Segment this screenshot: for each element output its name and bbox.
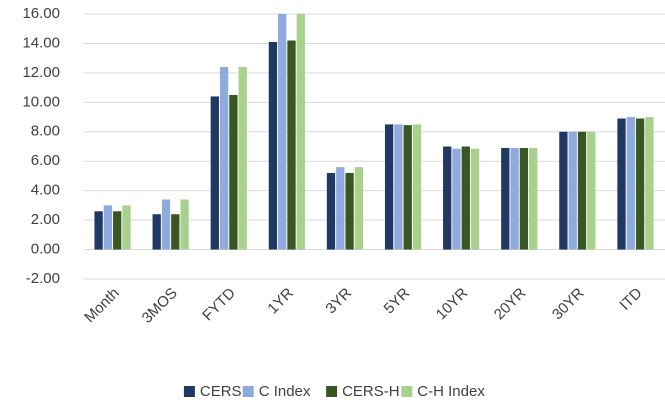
bar [345, 173, 354, 250]
bar [229, 94, 238, 250]
bar [152, 214, 161, 250]
bar [635, 118, 645, 250]
x-tick-label: FYTD [199, 285, 239, 325]
bar [626, 117, 635, 250]
bar [122, 205, 131, 250]
y-tick-label: 14.00 [22, 34, 60, 51]
y-tick-label: 2.00 [31, 211, 60, 228]
legend-label: C-H Index [417, 383, 485, 400]
bar [326, 173, 336, 250]
bar [94, 211, 103, 250]
bar [645, 117, 654, 250]
legend-label: CERS [200, 383, 242, 400]
bar [103, 205, 113, 250]
y-tick-label: 12.00 [22, 64, 60, 81]
bar [210, 96, 219, 250]
bar [219, 67, 229, 250]
bar [113, 211, 122, 250]
y-tick-label: 16.00 [22, 5, 60, 22]
bar [336, 167, 345, 250]
bar [587, 131, 596, 250]
bar [278, 14, 287, 250]
bar [519, 147, 529, 250]
x-tick-label: 1YR [264, 285, 297, 318]
bar [268, 41, 278, 250]
x-tick-label: 3MOS [139, 285, 181, 327]
x-tick-label: 30YR [549, 285, 588, 324]
legend-label: C Index [259, 383, 311, 400]
x-tick-label: ITD [616, 285, 645, 314]
bar [577, 131, 587, 250]
bar [384, 124, 394, 250]
bar [180, 199, 189, 250]
y-tick-label: 4.00 [31, 182, 60, 199]
bar [501, 147, 510, 250]
bar [617, 118, 626, 250]
bar [354, 167, 364, 250]
legend-swatch [326, 386, 338, 397]
bar [394, 124, 403, 250]
bar [452, 148, 461, 250]
legend-swatch [401, 386, 413, 397]
bar [461, 146, 470, 250]
bar [238, 67, 247, 250]
bar [568, 131, 577, 250]
bar [529, 147, 538, 250]
bar [559, 131, 568, 250]
bar [470, 148, 480, 250]
bar [403, 125, 412, 250]
legend-swatch [183, 386, 195, 397]
y-tick-label: 6.00 [31, 152, 60, 169]
bar [443, 146, 452, 250]
x-tick-label: 3YR [322, 285, 355, 318]
x-tick-label: 20YR [491, 285, 530, 324]
y-tick-label: 8.00 [31, 123, 60, 140]
legend-swatch [242, 386, 254, 397]
legend-label: CERS-H [342, 383, 400, 400]
y-tick-label: 0.00 [31, 241, 60, 258]
y-tick-label: -2.00 [26, 270, 60, 287]
bar [171, 214, 180, 250]
x-tick-label: 5YR [381, 285, 414, 318]
x-tick-label: Month [81, 285, 123, 327]
bar [510, 147, 519, 250]
x-tick-label: 10YR [433, 285, 472, 324]
bar [412, 124, 422, 250]
bar [161, 199, 171, 250]
bar [296, 14, 305, 250]
bar [287, 40, 296, 250]
y-tick-label: 10.00 [22, 93, 60, 110]
